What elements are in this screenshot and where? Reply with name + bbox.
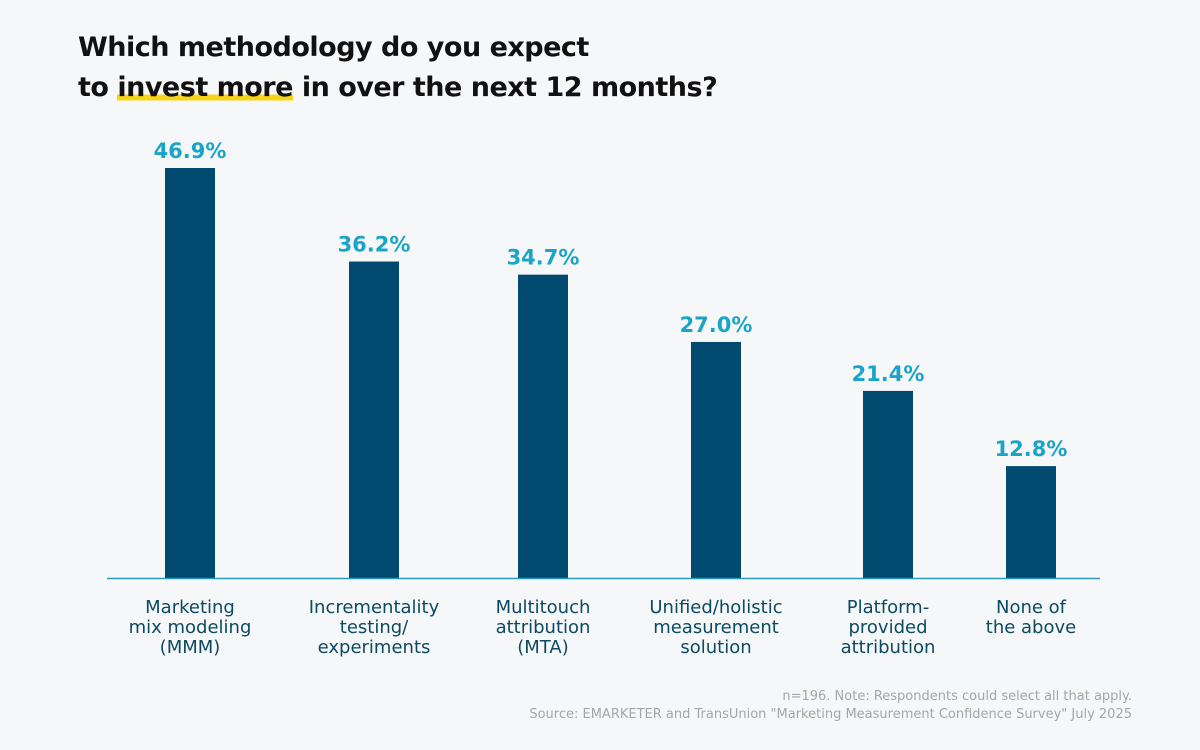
category-label-line: mix modeling	[128, 617, 252, 638]
bar	[691, 341, 741, 578]
category-label-line: Unified/holistic	[649, 597, 783, 618]
data-label: 21.4%	[852, 362, 925, 386]
category-label-line: attribution	[495, 617, 591, 638]
category-label: Unified/holistic measurement solution	[631, 598, 801, 658]
bar	[863, 390, 913, 578]
category-label: Incrementality testing/experiments	[289, 598, 459, 658]
footnote-note: n=196. Note: Respondents could select al…	[782, 689, 1132, 704]
category-label-line: Multitouch	[495, 597, 591, 618]
title-line-1: Which methodology do you expect	[78, 32, 589, 63]
category-label-line: (MMM)	[159, 637, 221, 658]
footnote: n=196. Note: Respondents could select al…	[529, 688, 1132, 724]
category-label-line: None of	[995, 597, 1067, 618]
bar	[165, 168, 215, 578]
category-label: None of the above	[946, 598, 1116, 638]
data-label: 46.9%	[154, 139, 227, 163]
category-label-line: provided	[848, 617, 928, 638]
data-label: 36.2%	[338, 233, 411, 257]
data-label: 34.7%	[507, 246, 580, 270]
category-label-line: (MTA)	[517, 637, 569, 658]
bar	[518, 274, 568, 578]
title-line-2: to invest more in over the next 12 month…	[78, 72, 718, 103]
category-label-line: experiments	[317, 637, 431, 658]
category-label-line: Incrementality	[308, 597, 440, 618]
category-label: Multitouch attribution (MTA)	[458, 598, 628, 658]
footnote-source: Source: EMARKETER and TransUnion "Market…	[529, 707, 1132, 722]
category-label-line: Marketing	[145, 597, 235, 618]
data-label: 27.0%	[680, 313, 753, 337]
category-label-line: the above	[985, 617, 1077, 638]
bar	[1006, 466, 1056, 578]
category-label-line: measurement	[653, 617, 779, 638]
category-label-line: attribution	[840, 637, 936, 658]
category-label-line: testing/	[339, 617, 409, 638]
title-highlight: invest more	[117, 72, 293, 103]
bar	[349, 261, 399, 578]
category-label: Marketing mix modeling (MMM)	[105, 598, 275, 658]
category-label-line: Platform-	[846, 597, 930, 618]
chart-title: Which methodology do you expect to inves…	[78, 28, 718, 108]
data-label: 12.8%	[995, 437, 1068, 461]
category-label-line: solution	[680, 637, 752, 658]
category-label: Platform-provided attribution	[803, 598, 973, 658]
